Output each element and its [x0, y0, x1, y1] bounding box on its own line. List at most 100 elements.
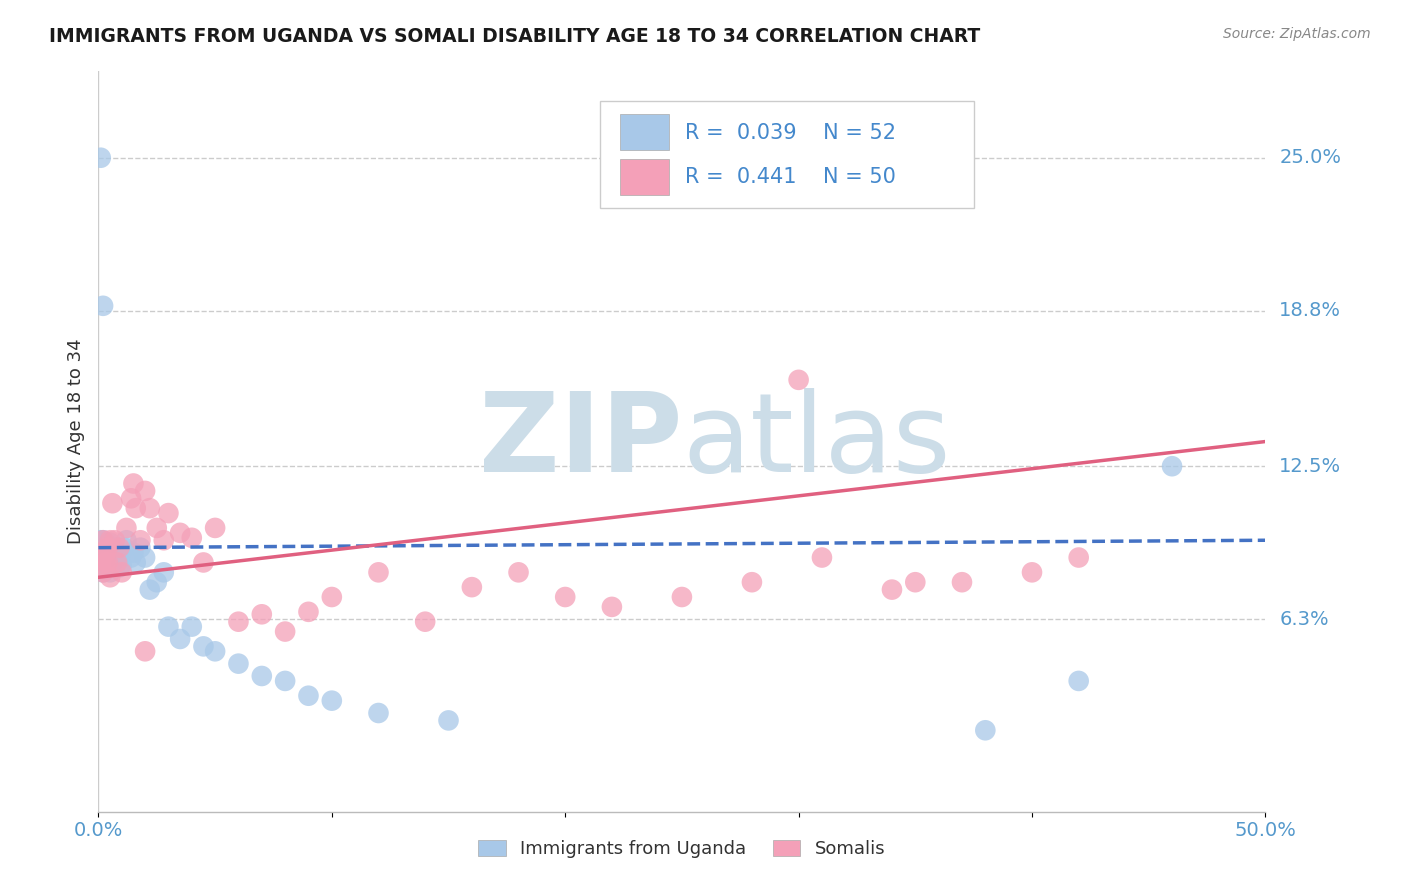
Point: [880, 582, 903, 597]
Point: [104, 556, 127, 570]
Point: [90, 558, 112, 572]
Point: [97, 556, 120, 570]
Point: [125, 501, 148, 516]
Point: [169, 632, 191, 646]
Point: [152, 533, 174, 548]
Point: [554, 590, 576, 604]
Point: [91, 299, 114, 313]
Point: [97, 546, 120, 560]
Text: 12.5%: 12.5%: [1279, 457, 1341, 475]
Point: [90, 558, 112, 572]
Point: [146, 521, 169, 535]
Point: [787, 373, 810, 387]
Point: [204, 644, 226, 658]
Point: [250, 669, 273, 683]
Point: [157, 619, 180, 633]
Point: [105, 550, 128, 565]
Point: [90, 546, 112, 560]
Point: [94, 550, 117, 565]
Point: [115, 521, 138, 535]
Point: [437, 714, 460, 728]
Text: IMMIGRANTS FROM UGANDA VS SOMALI DISABILITY AGE 18 TO 34 CORRELATION CHART: IMMIGRANTS FROM UGANDA VS SOMALI DISABIL…: [49, 27, 980, 45]
Text: Source: ZipAtlas.com: Source: ZipAtlas.com: [1223, 27, 1371, 41]
Point: [974, 723, 997, 738]
Point: [91, 550, 114, 565]
Point: [122, 546, 145, 560]
Point: [94, 546, 117, 560]
Point: [274, 624, 297, 639]
Point: [321, 590, 343, 604]
Text: 25.0%: 25.0%: [1279, 148, 1341, 167]
Point: [297, 605, 319, 619]
Point: [98, 533, 121, 548]
Point: [134, 644, 156, 658]
Point: [367, 566, 389, 580]
Point: [111, 566, 134, 580]
Point: [101, 496, 124, 510]
Point: [90, 533, 112, 548]
Point: [146, 575, 169, 590]
Point: [134, 550, 156, 565]
Point: [111, 546, 134, 560]
Point: [91, 533, 114, 548]
Point: [671, 590, 693, 604]
Point: [91, 541, 114, 555]
Point: [91, 566, 114, 580]
Point: [98, 550, 121, 565]
Text: 6.3%: 6.3%: [1279, 610, 1329, 629]
Point: [90, 546, 112, 560]
Point: [250, 607, 273, 622]
Point: [904, 575, 927, 590]
Point: [104, 533, 127, 548]
Point: [97, 541, 120, 555]
Point: [1067, 673, 1090, 688]
Point: [90, 151, 112, 165]
Text: ZIP: ZIP: [478, 388, 682, 495]
Point: [98, 566, 121, 580]
Legend: Immigrants from Uganda, Somalis: Immigrants from Uganda, Somalis: [471, 833, 893, 865]
Point: [129, 533, 152, 548]
Point: [101, 556, 124, 570]
Point: [134, 483, 156, 498]
Point: [508, 566, 530, 580]
Point: [94, 546, 117, 560]
FancyBboxPatch shape: [620, 159, 669, 194]
Point: [321, 694, 343, 708]
FancyBboxPatch shape: [600, 101, 973, 209]
Point: [367, 706, 389, 720]
Point: [169, 525, 191, 540]
Point: [108, 541, 131, 555]
Text: R =  0.441    N = 50: R = 0.441 N = 50: [685, 167, 896, 186]
Point: [125, 556, 148, 570]
Point: [104, 541, 127, 555]
Point: [111, 558, 134, 572]
Point: [97, 556, 120, 570]
Point: [139, 501, 162, 516]
Y-axis label: Disability Age 18 to 34: Disability Age 18 to 34: [66, 339, 84, 544]
Point: [950, 575, 973, 590]
Point: [108, 560, 131, 574]
Point: [120, 550, 142, 565]
Point: [91, 533, 114, 548]
Text: atlas: atlas: [682, 388, 950, 495]
Point: [228, 615, 250, 629]
Point: [152, 566, 174, 580]
Point: [112, 541, 135, 555]
Point: [98, 570, 121, 584]
Point: [105, 556, 128, 570]
Point: [413, 615, 436, 629]
Point: [97, 541, 120, 555]
Point: [139, 582, 162, 597]
Point: [297, 689, 319, 703]
Point: [193, 640, 215, 654]
Point: [94, 556, 117, 570]
Point: [461, 580, 484, 594]
Point: [180, 531, 202, 545]
Point: [1021, 566, 1043, 580]
Point: [180, 619, 202, 633]
Point: [228, 657, 250, 671]
Point: [157, 506, 180, 520]
Point: [1161, 459, 1184, 474]
Point: [101, 546, 124, 560]
Point: [600, 599, 623, 614]
